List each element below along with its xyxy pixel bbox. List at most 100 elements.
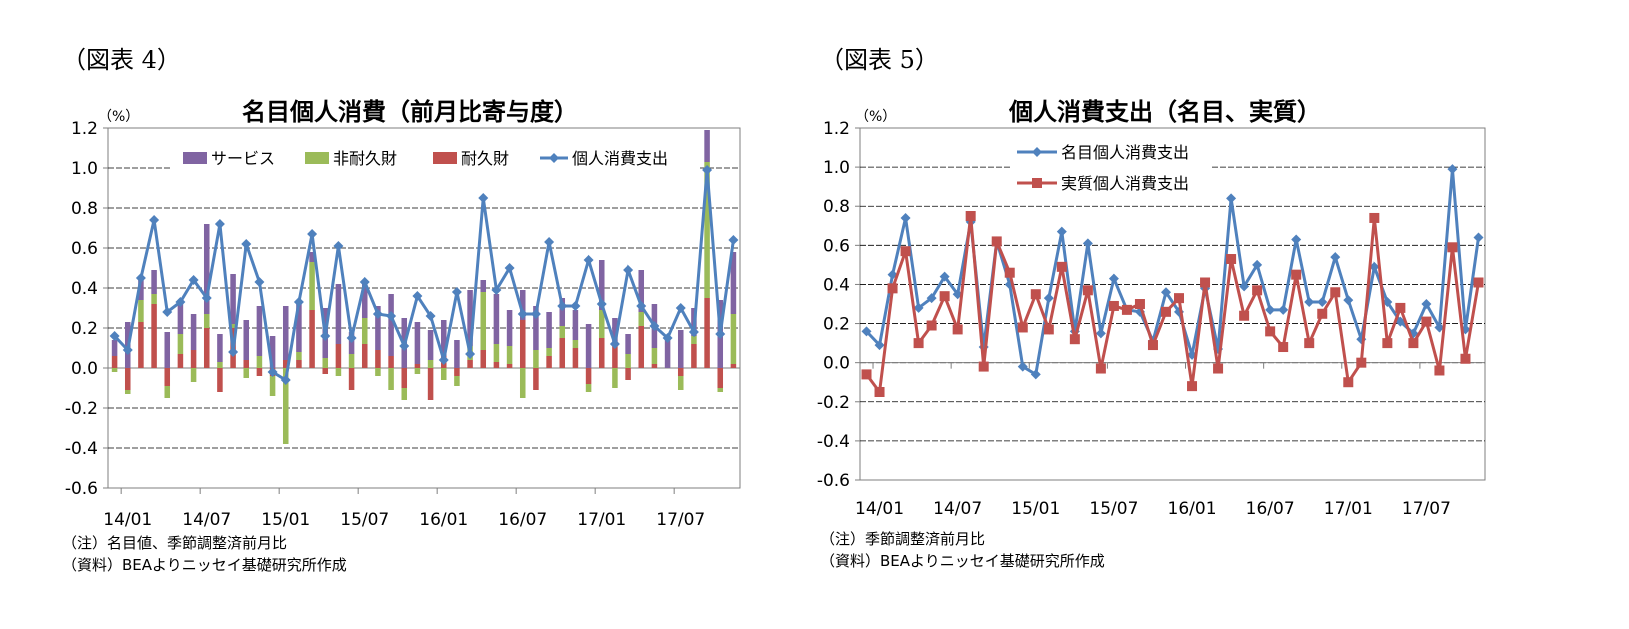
bar-サービス bbox=[230, 274, 236, 324]
point-marker bbox=[900, 246, 911, 257]
y-tick-label: -0.2 bbox=[817, 393, 850, 413]
bar-サービス bbox=[598, 260, 605, 310]
point-marker bbox=[688, 327, 699, 337]
point-marker bbox=[978, 361, 989, 372]
point-marker bbox=[1330, 287, 1341, 298]
legend-marker bbox=[1032, 147, 1042, 157]
y-tick-label: 0.2 bbox=[71, 319, 98, 339]
y-tick-label: -0.2 bbox=[65, 399, 98, 419]
bar-耐久財 bbox=[190, 350, 197, 368]
bar-耐久財 bbox=[730, 364, 737, 368]
bar-非耐久財 bbox=[677, 376, 684, 390]
chart-5-plot: 1.2 1.0 0.8 0.6 0.4 0.2 0.0 -0.2 -0.4 -0.614/01 14… bbox=[817, 119, 1486, 519]
legend-swatch bbox=[433, 152, 457, 164]
point-marker bbox=[122, 345, 133, 355]
chart-5-notes: （注）季節調整済前月比 （資料）BEAよりニッセイ基礎研究所作成 bbox=[820, 528, 1105, 572]
bar-耐久財 bbox=[335, 344, 342, 368]
point-marker bbox=[939, 291, 950, 302]
bar-サービス bbox=[243, 320, 250, 360]
point-marker bbox=[214, 219, 225, 229]
point-marker bbox=[504, 263, 515, 273]
y-tick-label: 0.4 bbox=[71, 279, 98, 299]
x-tick-label: 16/01 bbox=[419, 510, 468, 530]
bar-サービス bbox=[625, 334, 631, 354]
point-marker bbox=[596, 299, 607, 309]
point-marker bbox=[1330, 252, 1341, 263]
point-marker bbox=[1095, 328, 1106, 339]
bar-非耐久財 bbox=[506, 346, 513, 364]
point-marker bbox=[491, 285, 502, 295]
point-marker bbox=[1356, 357, 1367, 368]
bar-非耐久財 bbox=[427, 360, 434, 368]
point-marker bbox=[1095, 363, 1106, 374]
bar-非耐久財 bbox=[177, 334, 184, 354]
point-marker bbox=[1343, 295, 1354, 306]
point-marker bbox=[1434, 365, 1445, 376]
y-tick-label: -0.6 bbox=[65, 479, 98, 499]
bar-耐久財 bbox=[361, 344, 368, 368]
point-marker bbox=[662, 333, 673, 343]
bar-サービス bbox=[454, 340, 460, 368]
point-marker bbox=[386, 311, 397, 321]
bar-サービス bbox=[138, 278, 144, 300]
legend-label: 名目個人消費支出 bbox=[1061, 143, 1189, 162]
point-marker bbox=[926, 293, 937, 304]
chart-5-title: 個人消費支出（名目、実質） bbox=[1009, 98, 1321, 126]
bar-非耐久財 bbox=[124, 390, 131, 394]
point-marker bbox=[1134, 299, 1145, 309]
bar-非耐久財 bbox=[454, 376, 460, 386]
point-marker bbox=[1252, 285, 1263, 296]
point-marker bbox=[1395, 302, 1406, 313]
point-marker bbox=[1434, 322, 1445, 333]
bar-非耐久財 bbox=[282, 368, 289, 444]
chart-4-notes: （注）名目値、季節調整済前月比 （資料）BEAよりニッセイ基礎研究所作成 bbox=[62, 532, 347, 576]
bar-非耐久財 bbox=[361, 318, 368, 344]
point-marker bbox=[1239, 310, 1250, 321]
point-marker bbox=[1004, 267, 1015, 278]
point-marker bbox=[1395, 316, 1406, 327]
bar-耐久財 bbox=[677, 368, 684, 376]
bar-非耐久財 bbox=[388, 368, 394, 390]
figure-5-label: （図表 5） bbox=[820, 46, 939, 74]
bar-耐久財 bbox=[111, 356, 118, 368]
point-marker bbox=[1278, 304, 1289, 315]
point-marker bbox=[1265, 304, 1276, 315]
bar-サービス bbox=[177, 302, 184, 334]
bar-耐久財 bbox=[296, 360, 302, 368]
bar-非耐久財 bbox=[546, 348, 552, 356]
point-marker bbox=[1108, 300, 1119, 311]
point-marker bbox=[1265, 326, 1276, 337]
x-tick-label: 17/07 bbox=[656, 510, 705, 530]
point-marker bbox=[254, 277, 265, 287]
point-marker bbox=[228, 347, 239, 357]
bar-非耐久財 bbox=[533, 350, 539, 368]
bar-非耐久財 bbox=[348, 354, 355, 368]
bar-非耐久財 bbox=[309, 262, 315, 310]
bar-耐久財 bbox=[282, 360, 289, 368]
bar-非耐久財 bbox=[151, 294, 157, 304]
point-marker bbox=[280, 375, 291, 385]
point-marker bbox=[874, 387, 885, 397]
point-marker bbox=[623, 265, 634, 275]
point-marker bbox=[149, 215, 160, 225]
bar-耐久財 bbox=[467, 360, 473, 368]
bar-非耐久財 bbox=[203, 314, 210, 328]
bar-サービス bbox=[190, 314, 197, 350]
bar-耐久財 bbox=[519, 320, 526, 368]
chart-5-note-line: （注）季節調整済前月比 bbox=[820, 530, 986, 548]
x-tick-label: 17/01 bbox=[577, 510, 626, 530]
point-marker bbox=[1473, 277, 1484, 288]
point-marker bbox=[887, 283, 898, 294]
bar-耐久財 bbox=[638, 326, 645, 368]
bar-耐久財 bbox=[256, 368, 263, 376]
bar-サービス bbox=[533, 306, 539, 350]
chart-4-title: 名目個人消費（前月比寄与度） bbox=[242, 98, 578, 126]
point-marker bbox=[1043, 324, 1054, 335]
plot-area-frame bbox=[107, 127, 741, 489]
y-tick-label: -0.4 bbox=[817, 432, 850, 452]
line-series-実質個人消費支出 bbox=[865, 215, 1480, 396]
bar-サービス bbox=[572, 310, 579, 340]
bar-耐久財 bbox=[427, 368, 434, 400]
point-marker bbox=[1317, 308, 1328, 319]
point-marker bbox=[1226, 254, 1237, 265]
